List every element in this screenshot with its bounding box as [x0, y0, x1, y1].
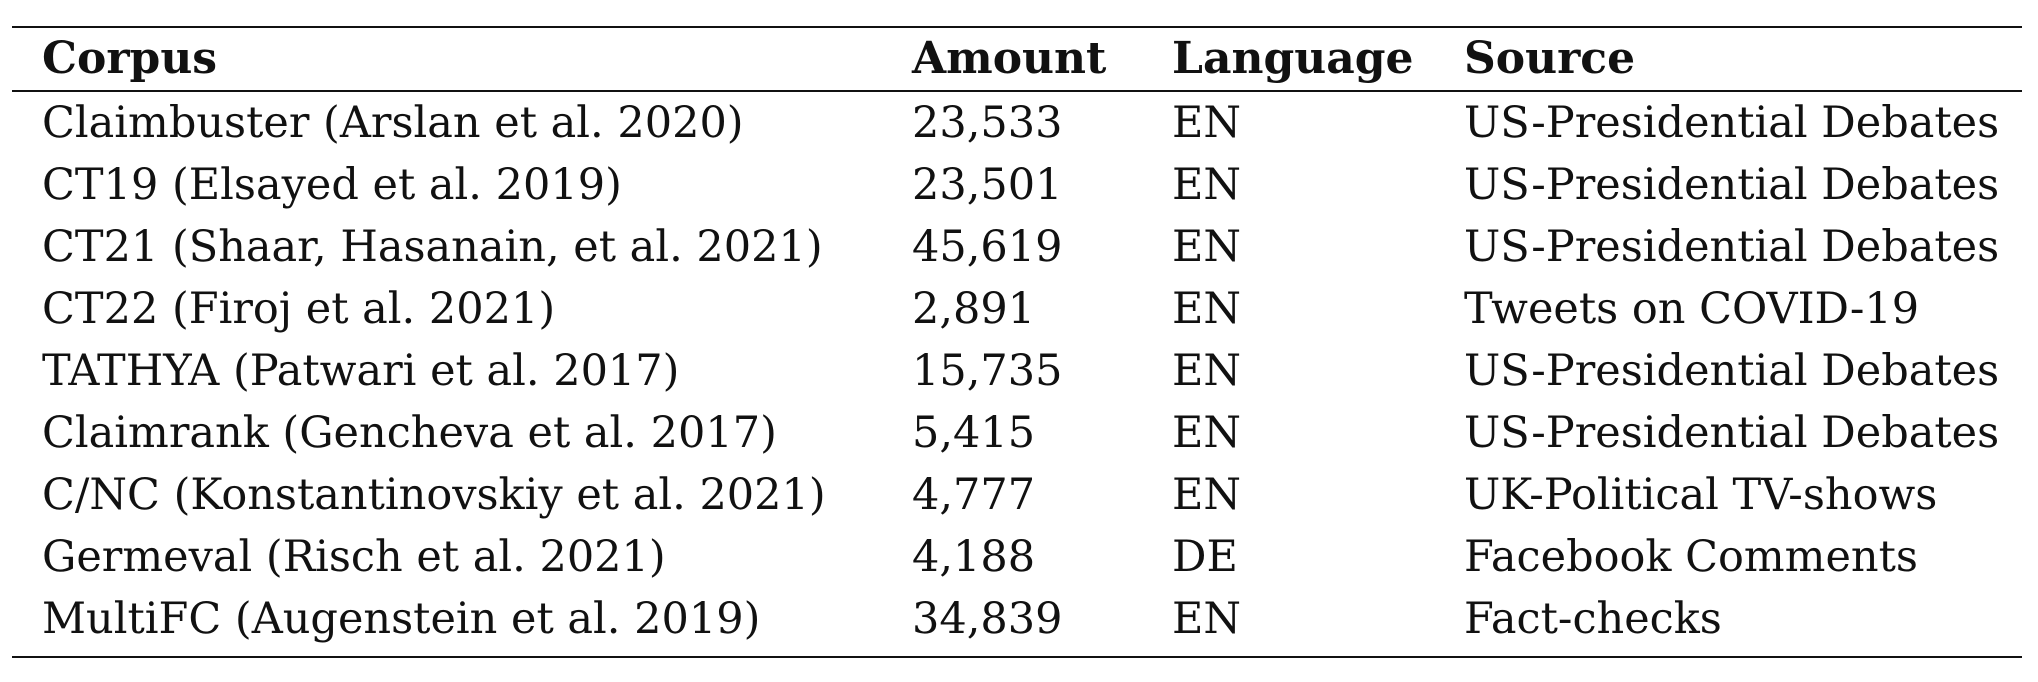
table-row: C/NC (Konstantinovskiy et al. 2021) 4,77… [12, 464, 2022, 526]
top-rule [12, 26, 2022, 28]
cell-amount: 34,839 [912, 594, 1063, 644]
cell-corpus: Claimrank (Gencheva et al. 2017) [42, 408, 777, 458]
cell-language: EN [1172, 594, 1242, 644]
cell-language: EN [1172, 160, 1242, 210]
cell-source: US-Presidential Debates [1464, 346, 2000, 396]
cell-source: US-Presidential Debates [1464, 408, 2000, 458]
cell-language: EN [1172, 470, 1242, 520]
cell-source: US-Presidential Debates [1464, 98, 2000, 148]
cell-language: DE [1172, 532, 1238, 582]
cell-language: EN [1172, 346, 1242, 396]
cell-corpus: CT22 (Firoj et al. 2021) [42, 284, 556, 334]
table-row: Claimbuster (Arslan et al. 2020) 23,533 … [12, 92, 2022, 154]
cell-source: Tweets on COVID-19 [1464, 284, 1920, 334]
table-header-row: Corpus Amount Language Source [12, 28, 2022, 90]
cell-amount: 23,533 [912, 98, 1063, 148]
cell-corpus: CT19 (Elsayed et al. 2019) [42, 160, 622, 210]
cell-amount: 5,415 [912, 408, 1036, 458]
cell-source: US-Presidential Debates [1464, 160, 2000, 210]
table-row: CT21 (Shaar, Hasanain, et al. 2021) 45,6… [12, 216, 2022, 278]
cell-source: Fact-checks [1464, 594, 1722, 644]
cell-amount: 45,619 [912, 222, 1063, 272]
header-amount: Amount [912, 33, 1107, 84]
cell-source: Facebook Comments [1464, 532, 1918, 582]
cell-amount: 2,891 [912, 284, 1036, 334]
bottom-rule [12, 656, 2022, 658]
cell-language: EN [1172, 222, 1242, 272]
header-source: Source [1464, 33, 1636, 84]
cell-amount: 4,777 [912, 470, 1036, 520]
cell-corpus: TATHYA (Patwari et al. 2017) [42, 346, 680, 396]
header-rule [12, 90, 2022, 92]
cell-amount: 4,188 [912, 532, 1036, 582]
cell-source: UK-Political TV-shows [1464, 470, 1938, 520]
table-row: CT19 (Elsayed et al. 2019) 23,501 EN US-… [12, 154, 2022, 216]
cell-corpus: C/NC (Konstantinovskiy et al. 2021) [42, 470, 826, 520]
cell-amount: 15,735 [912, 346, 1063, 396]
cell-amount: 23,501 [912, 160, 1063, 210]
table-row: CT22 (Firoj et al. 2021) 2,891 EN Tweets… [12, 278, 2022, 340]
cell-corpus: Claimbuster (Arslan et al. 2020) [42, 98, 744, 148]
cell-corpus: Germeval (Risch et al. 2021) [42, 532, 666, 582]
table-row: Claimrank (Gencheva et al. 2017) 5,415 E… [12, 402, 2022, 464]
header-language: Language [1172, 33, 1414, 84]
cell-source: US-Presidential Debates [1464, 222, 2000, 272]
table-row: MultiFC (Augenstein et al. 2019) 34,839 … [12, 588, 2022, 650]
cell-language: EN [1172, 408, 1242, 458]
cell-corpus: CT21 (Shaar, Hasanain, et al. 2021) [42, 222, 823, 272]
header-corpus: Corpus [42, 33, 218, 84]
table-row: TATHYA (Patwari et al. 2017) 15,735 EN U… [12, 340, 2022, 402]
cell-corpus: MultiFC (Augenstein et al. 2019) [42, 594, 761, 644]
cell-language: EN [1172, 284, 1242, 334]
cell-language: EN [1172, 98, 1242, 148]
table-row: Germeval (Risch et al. 2021) 4,188 DE Fa… [12, 526, 2022, 588]
